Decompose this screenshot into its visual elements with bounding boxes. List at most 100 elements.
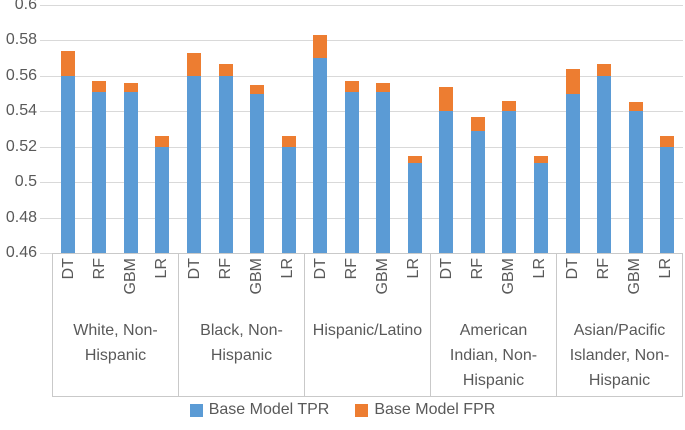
group-label-line: Hispanic	[462, 372, 525, 389]
tpr-segment	[155, 146, 170, 253]
fpr-segment	[344, 81, 359, 92]
tpr-segment	[186, 75, 201, 253]
fpr-segment	[281, 136, 296, 147]
bar-gbm	[502, 100, 517, 253]
fpr-segment	[218, 63, 233, 76]
fpr-segment	[250, 84, 265, 94]
category-group-1: DT RF GBM LR White, Non- Hispanic	[52, 254, 178, 396]
model-labels-row: DT RF GBM LR	[53, 254, 178, 306]
tpr-segment	[565, 93, 580, 253]
y-axis-tick-label: 0.54	[5, 102, 37, 120]
tpr-segment	[60, 75, 75, 253]
bar-gbm	[376, 82, 391, 253]
model-label-rf: RF	[216, 258, 234, 280]
tpr-segment	[628, 111, 643, 253]
y-axis-tick-label: 0.48	[5, 208, 37, 226]
fpr-segment	[60, 51, 75, 76]
bar-rf	[344, 81, 359, 253]
bar-rf	[92, 81, 107, 253]
legend: Base Model TPR Base Model FPR	[0, 401, 685, 419]
fpr-segment	[439, 86, 454, 112]
model-label-dt: DT	[311, 258, 329, 280]
category-group-5: DT RF GBM LR Asian/Pacific Islander, Non- Hisp…	[556, 254, 683, 396]
group-label: White, Non- Hispanic	[53, 318, 178, 368]
tpr-segment	[470, 130, 485, 253]
tpr-color-swatch	[189, 403, 203, 417]
group-label-line: Hispanic	[84, 347, 147, 364]
model-label-gbm: GBM	[626, 258, 644, 295]
bar-gbm	[628, 102, 643, 253]
model-label-lr: LR	[405, 258, 423, 279]
tpr-segment	[439, 111, 454, 253]
tpr-segment	[218, 75, 233, 253]
group-label: Asian/Pacific Islander, Non- Hispanic	[557, 318, 682, 393]
fpr-color-swatch	[355, 403, 369, 417]
gridline	[40, 111, 683, 113]
fpr-segment	[123, 82, 138, 92]
tpr-segment	[344, 91, 359, 253]
fpr-segment	[628, 102, 643, 112]
tpr-segment	[597, 75, 612, 253]
tpr-segment	[376, 91, 391, 253]
gridline	[40, 146, 683, 148]
model-label-dt: DT	[563, 258, 581, 280]
legend-item-fpr: Base Model FPR	[355, 401, 495, 419]
group-label-line: Indian, Non-	[449, 347, 538, 364]
model-label-gbm: GBM	[374, 258, 392, 295]
bar-dt	[186, 52, 201, 253]
gridline	[40, 182, 683, 184]
bar-group-5	[557, 5, 683, 253]
group-label: Hispanic/Latino	[305, 318, 430, 343]
model-label-rf: RF	[342, 258, 360, 280]
group-label-line: Asian/Pacific	[573, 322, 666, 339]
bar-dt	[439, 86, 454, 253]
tpr-segment	[502, 111, 517, 253]
category-group-4: DT RF GBM LR American Indian, Non- Hispanic	[430, 254, 556, 396]
model-label-lr: LR	[279, 258, 297, 279]
bar-group-2	[178, 5, 304, 253]
plot-area	[52, 5, 683, 253]
fpr-segment	[186, 52, 201, 76]
group-label: American Indian, Non- Hispanic	[431, 318, 556, 393]
bar-lr	[407, 155, 422, 253]
fpr-segment	[155, 136, 170, 147]
tpr-segment	[313, 58, 328, 253]
model-labels-row: DT RF GBM LR	[557, 254, 682, 306]
bar-group-4	[431, 5, 557, 253]
model-label-dt: DT	[59, 258, 77, 280]
group-label-line: American	[459, 322, 528, 339]
legend-label-fpr: Base Model FPR	[374, 401, 496, 418]
gridline	[40, 217, 683, 219]
y-axis-tick-label: 0.52	[5, 137, 37, 155]
tpr-segment	[660, 146, 675, 253]
model-label-lr: LR	[657, 258, 675, 279]
fpr-segment	[565, 68, 580, 94]
legend-label-tpr: Base Model TPR	[208, 401, 330, 418]
gridline	[40, 5, 683, 6]
fpr-segment	[660, 136, 675, 147]
model-label-gbm: GBM	[122, 258, 140, 295]
bar-lr	[534, 155, 549, 253]
group-label-line: Hispanic/Latino	[312, 322, 423, 339]
tpr-segment	[250, 93, 265, 253]
model-label-rf: RF	[594, 258, 612, 280]
bar-dt	[313, 35, 328, 253]
bar-lr	[155, 136, 170, 253]
model-label-lr: LR	[153, 258, 171, 279]
fpr-segment	[597, 63, 612, 76]
model-label-lr: LR	[531, 258, 549, 279]
fpr-segment	[92, 81, 107, 92]
model-label-dt: DT	[185, 258, 203, 280]
y-axis-tick-label: 0.46	[5, 244, 37, 261]
x-axis-area: DT RF GBM LR White, Non- Hispanic DT RF GBM LR Bla…	[52, 253, 683, 397]
gridline	[40, 40, 683, 42]
fpr-segment	[470, 116, 485, 131]
bar-rf	[597, 63, 612, 253]
model-label-gbm: GBM	[248, 258, 266, 295]
category-group-3: DT RF GBM LR Hispanic/Latino	[304, 254, 430, 396]
bar-lr	[660, 136, 675, 253]
model-labels-row: DT RF GBM LR	[305, 254, 430, 306]
model-labels-row: DT RF GBM LR	[179, 254, 304, 306]
y-axis-labels: 0.6 0.58 0.56 0.54 0.52 0.5 0.48 0.46	[0, 0, 37, 261]
